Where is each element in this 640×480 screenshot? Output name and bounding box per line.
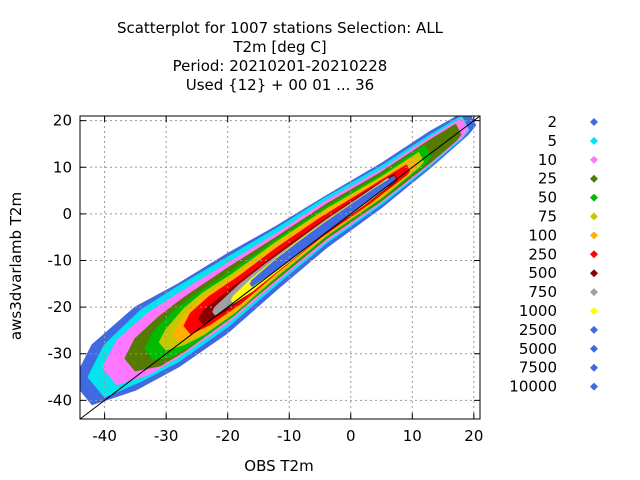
y-tick-label-1: -30 [48,345,73,363]
x-tick-label-0: -40 [92,427,117,445]
legend-marker-75 [590,212,598,221]
y-axis-label: aws3dvarlamb T2m [7,192,25,340]
legend-marker-5 [590,136,598,145]
y-tick-label-4: 0 [62,205,72,223]
y-tick-label-2: -20 [48,298,73,316]
plot-frame [79,115,481,420]
legend-marker-750 [590,288,598,297]
plot-area [80,116,477,406]
legend-marker-10 [590,155,598,164]
chart-title-line-1: Scatterplot for 1007 stations Selection:… [116,19,444,37]
legend-label-50: 50 [538,189,557,207]
legend-label-10000: 10000 [509,378,557,396]
legend-label-2500: 2500 [519,321,557,339]
y-tick-label-3: -10 [48,252,73,270]
x-tick-label-1: -30 [154,427,179,445]
diagonal-line [79,115,481,420]
legend-label-5: 5 [547,132,557,150]
density-band-2500 [249,176,397,287]
chart-title-line-4: Used {12} + 00 01 ... 36 [185,76,375,94]
legend-marker-5000 [590,344,598,353]
legend-marker-50 [590,193,598,202]
legend-label-10: 10 [538,151,557,169]
x-tick-label-3: -10 [277,427,302,445]
legend-label-25: 25 [538,170,557,188]
y-tick-label-0: -40 [48,391,73,409]
x-tick-label-2: -20 [215,427,240,445]
legend-label-1000: 1000 [519,302,557,320]
x-axis-label: OBS T2m [244,457,313,475]
legend-label-7500: 7500 [519,359,557,377]
legend-marker-2500 [590,325,598,334]
legend-marker-1000 [590,307,598,315]
legend-marker-500 [590,269,598,278]
x-tick-label-4: 0 [346,427,356,445]
x-tick-label-6: 20 [464,427,483,445]
y-axis-ticks: -40 -30 -20 -10 0 10 20 [48,112,480,409]
chart-title-line-3: Period: 20210201-20210228 [172,57,388,75]
density-bands [80,116,477,406]
legend-label-2: 2 [547,113,557,131]
y-tick-label-5: 10 [53,158,72,176]
legend-label-500: 500 [528,264,557,282]
grid-lines [80,116,480,419]
legend: 2510255075100250500750100025005000750010… [509,113,598,396]
legend-label-750: 750 [528,283,557,301]
legend-marker-2 [590,118,598,126]
legend-label-250: 250 [528,245,557,263]
legend-marker-10000 [590,382,598,391]
legend-label-75: 75 [538,208,557,226]
legend-marker-100 [590,231,598,240]
chart-title-line-2: T2m [deg C] [233,38,327,56]
legend-label-5000: 5000 [519,340,557,358]
legend-marker-7500 [590,363,598,372]
x-axis-ticks: -40 -30 -20 -10 0 10 20 [92,116,483,445]
y-tick-label-6: 20 [53,112,72,130]
x-tick-label-5: 10 [403,427,422,445]
legend-marker-250 [590,250,598,259]
legend-label-100: 100 [528,226,557,244]
legend-marker-25 [590,174,598,183]
one-to-one-line [79,115,481,420]
